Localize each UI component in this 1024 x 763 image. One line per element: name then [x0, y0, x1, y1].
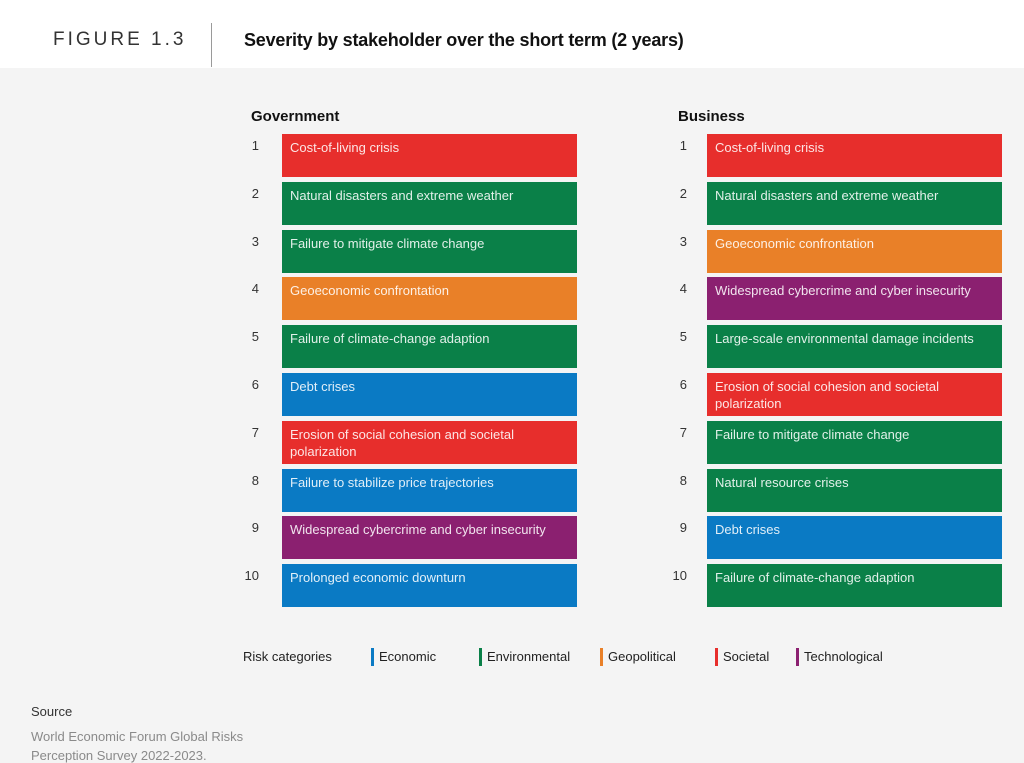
risk-rank: 8	[251, 472, 259, 488]
risk-rank: 4	[679, 281, 687, 297]
risk-box-environmental: Natural resource crises	[707, 468, 1002, 512]
risk-box-societal: Cost-of-living crisis	[282, 134, 577, 177]
risk-rank: 6	[251, 377, 259, 392]
risk-rank: 1	[679, 138, 687, 153]
risk-rank: 5	[679, 329, 687, 345]
risk-row: 3 Failure to mitigate climate change	[243, 229, 577, 274]
legend-swatch	[371, 648, 374, 666]
risk-row: 8 Natural resource crises	[670, 468, 1004, 513]
risk-rank: 9	[251, 520, 259, 536]
risk-row: 3 Geoeconomic confrontation	[670, 229, 1004, 274]
risk-box-environmental: Failure of climate-change adaption	[282, 325, 577, 369]
risk-box-technological: Widespread cybercrime and cyber insecuri…	[282, 516, 577, 560]
risk-box-economic: Debt crises	[282, 373, 577, 416]
risk-row: 10 Failure of climate-change adaption	[670, 564, 1004, 608]
risk-box-geopolitical: Geoeconomic confrontation	[282, 277, 577, 321]
legend-label: Geopolitical	[608, 649, 676, 664]
risk-row: 4 Geoeconomic confrontation	[243, 277, 577, 321]
risk-box-environmental: Large-scale environmental damage inciden…	[707, 325, 1002, 369]
risk-rank: 8	[679, 472, 687, 488]
figure-title: Severity by stakeholder over the short t…	[244, 30, 684, 50]
risk-rank: 7	[251, 424, 259, 440]
risk-row: 5 Failure of climate-change adaption	[243, 325, 577, 369]
risk-row: 2 Natural disasters and extreme weather	[243, 181, 577, 226]
risk-box-societal: Erosion of social cohesion and societal …	[282, 420, 577, 464]
risk-rank: 10	[244, 568, 259, 584]
risk-row: 8 Failure to stabilize price trajectories	[243, 468, 577, 513]
risk-box-economic: Failure to stabilize price trajectories	[282, 468, 577, 512]
column-title-business: Business	[678, 108, 745, 125]
risk-rank: 2	[251, 185, 259, 201]
legend-label: Environmental	[487, 649, 571, 664]
legend: Risk categories Economic Environmental Geo…	[243, 648, 943, 666]
risk-rank: 10	[672, 568, 687, 584]
risk-box-geopolitical: Geoeconomic confrontation	[707, 229, 1002, 273]
risk-row: 6 Debt crises	[243, 373, 577, 417]
figure-header: FIGURE 1.3 Severity by stakeholder over …	[0, 0, 1024, 68]
legend-swatch	[715, 648, 718, 666]
legend-label: Societal	[723, 649, 770, 664]
figure-label: FIGURE 1.3	[53, 29, 187, 50]
legend-swatch	[600, 648, 603, 666]
risk-box-economic: Prolonged economic downturn	[282, 564, 577, 608]
risk-row: 9 Widespread cybercrime and cyber insecur…	[243, 516, 577, 560]
risk-row: 5 Large-scale environmental damage incide…	[670, 325, 1004, 369]
risk-rank: 3	[251, 233, 259, 249]
source-title: Source	[31, 704, 73, 719]
risk-rank: 6	[679, 377, 687, 392]
risk-row: 7 Failure to mitigate climate change	[670, 420, 1004, 465]
legend-swatch	[796, 648, 799, 666]
risk-box-societal: Erosion of social cohesion and societal …	[707, 373, 1002, 416]
risk-row: 2 Natural disasters and extreme weather	[670, 181, 1004, 226]
risk-box-economic: Debt crises	[707, 516, 1002, 560]
risk-row: 6 Erosion of social cohesion and societal…	[670, 373, 1004, 417]
risk-box-environmental: Failure of climate-change adaption	[707, 564, 1002, 608]
column-title-government: Government	[251, 108, 340, 125]
legend-title: Risk categories	[243, 649, 332, 664]
risk-row: 1 Cost-of-living crisis	[243, 134, 577, 178]
risk-rank: 3	[679, 233, 687, 249]
legend-label: Technological	[804, 649, 883, 664]
risk-box-environmental: Natural disasters and extreme weather	[707, 181, 1002, 225]
header-divider	[211, 23, 212, 67]
legend-swatch	[479, 648, 482, 666]
risk-rank: 2	[679, 185, 687, 201]
risk-row: 4 Widespread cybercrime and cyber insecur…	[670, 277, 1004, 321]
risk-rank: 1	[251, 138, 259, 153]
risk-row: 9 Debt crises	[670, 516, 1004, 560]
risk-rank: 9	[679, 520, 687, 536]
risk-box-environmental: Natural disasters and extreme weather	[282, 181, 577, 225]
risk-box-environmental: Failure to mitigate climate change	[707, 420, 1002, 464]
risk-row: 7 Erosion of social cohesion and societal…	[243, 420, 577, 465]
risk-box-environmental: Failure to mitigate climate change	[282, 229, 577, 273]
source-text: World Economic Forum Global Risks Percep…	[31, 729, 244, 763]
risk-rank: 4	[251, 281, 259, 297]
risk-rank: 5	[251, 329, 259, 345]
legend-label: Economic	[379, 649, 437, 664]
risk-box-societal: Cost-of-living crisis	[707, 134, 1002, 177]
risk-row: 1 Cost-of-living crisis	[670, 134, 1004, 178]
risk-box-technological: Widespread cybercrime and cyber insecuri…	[707, 277, 1002, 321]
risk-row: 10 Prolonged economic downturn	[243, 564, 577, 608]
risk-rank: 7	[679, 424, 687, 440]
